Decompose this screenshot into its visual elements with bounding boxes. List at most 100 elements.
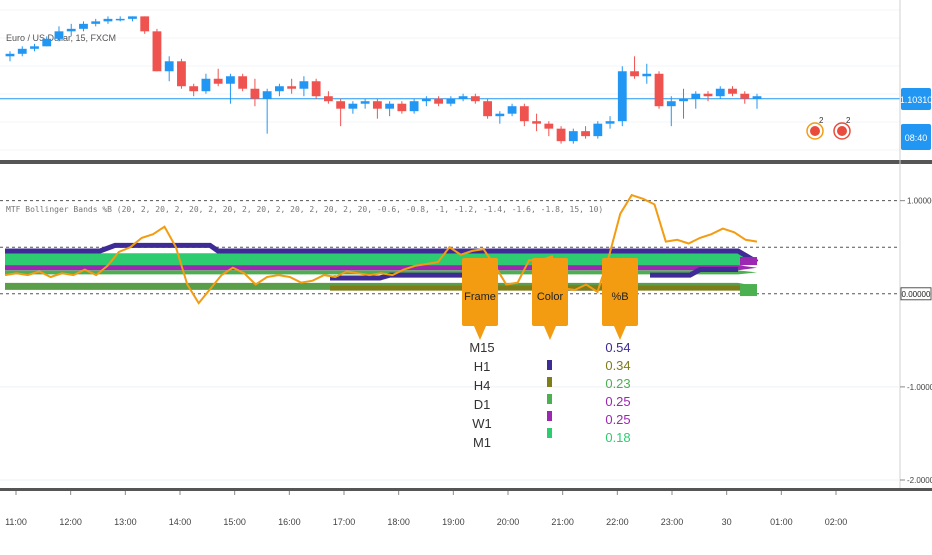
time-tick-label: 12:00 — [59, 517, 82, 527]
time-tick-label: 19:00 — [442, 517, 465, 527]
earnings-flag-icon[interactable]: 2 — [833, 116, 851, 140]
svg-text:Frame: Frame — [464, 291, 496, 303]
candle — [715, 86, 725, 99]
svg-text:2: 2 — [846, 116, 851, 125]
candle — [213, 68, 223, 87]
candle — [54, 26, 64, 42]
candle — [5, 51, 15, 62]
time-axis-divider — [0, 488, 932, 491]
candle — [483, 98, 492, 119]
percent-b-value: 0.25 — [605, 394, 630, 409]
color-swatch — [547, 428, 552, 438]
time-axis[interactable]: 11:00 12:00 13:00 14:00 15:00 16:00 17:00 18:00… — [5, 491, 847, 527]
candle — [421, 96, 431, 107]
candle — [115, 16, 125, 22]
time-tick-label: 16:00 — [278, 517, 301, 527]
timeframe-band — [5, 242, 759, 265]
candle — [91, 18, 101, 27]
candle — [568, 128, 578, 144]
indicator-tick-label: -2.00000 — [907, 476, 932, 485]
percent-b-value: 0.23 — [605, 376, 630, 391]
candle — [593, 121, 603, 139]
last-price-label: 1.10310 — [900, 95, 932, 105]
frame-label: M15 — [469, 340, 494, 355]
frame-label: W1 — [472, 416, 492, 431]
time-tick-label: 15:00 — [223, 517, 246, 527]
candle — [458, 93, 468, 102]
color-swatch — [547, 377, 552, 387]
time-tick-label: 11:00 — [5, 517, 27, 527]
candle — [679, 88, 688, 119]
time-tick-label: 23:00 — [661, 517, 684, 527]
candle — [189, 83, 199, 97]
candle — [30, 43, 39, 52]
color-swatch — [547, 411, 552, 421]
level-label: 0.00000 — [902, 290, 931, 299]
candle — [128, 16, 137, 22]
time-tick-label: 02:00 — [825, 517, 848, 527]
candle — [262, 88, 272, 134]
timeframe-band — [330, 272, 470, 281]
candle — [152, 28, 162, 72]
price-pane[interactable]: Euro / US Dollar, 15, FXCM 2 2 — [0, 9, 900, 151]
timeframe-band — [5, 253, 757, 268]
candle — [556, 126, 566, 144]
candle — [630, 56, 639, 79]
candle — [409, 98, 419, 114]
candle — [642, 63, 652, 84]
candle — [507, 103, 517, 117]
candle — [691, 91, 701, 109]
time-tick-label: 14:00 — [169, 517, 192, 527]
indicator-title: MTF Bollinger Bands %B (20, 2, 20, 2, 20… — [6, 205, 603, 214]
timeframe-band — [5, 265, 757, 271]
candle — [544, 121, 554, 137]
table-header: Color — [532, 258, 568, 340]
percent-b-line — [4, 193, 758, 305]
candle — [336, 98, 346, 127]
candle — [140, 16, 150, 34]
indicator-pane[interactable]: MTF Bollinger Bands %B (20, 2, 20, 2, 20… — [0, 193, 932, 485]
candle — [581, 126, 590, 139]
candle — [519, 103, 529, 127]
svg-text:%B: %B — [611, 291, 628, 303]
candle — [532, 113, 541, 132]
candle — [654, 71, 664, 109]
percent-b-value: 0.34 — [605, 358, 630, 373]
color-swatch — [547, 394, 552, 404]
timeframe-band — [740, 257, 757, 266]
candle — [470, 93, 480, 104]
candle — [42, 36, 52, 47]
candle — [238, 73, 248, 92]
candle — [605, 116, 615, 129]
candle — [752, 93, 762, 109]
pane-divider[interactable] — [0, 160, 932, 164]
candle — [275, 83, 284, 97]
time-tick-label: 01:00 — [770, 517, 793, 527]
earnings-flag-icon[interactable]: 2 — [806, 116, 824, 140]
percent-b-value: 0.18 — [605, 430, 630, 445]
candle — [17, 46, 27, 57]
candle — [164, 56, 174, 82]
countdown-badge — [901, 124, 931, 150]
candle — [103, 16, 113, 24]
time-tick-label: 30 — [722, 517, 732, 527]
candle — [434, 96, 444, 107]
candle — [348, 101, 358, 114]
timeframe-band — [740, 284, 757, 297]
candle — [226, 73, 235, 104]
price-axis[interactable]: 1.10310 08:40 — [900, 88, 932, 150]
time-tick-label: 18:00 — [387, 517, 410, 527]
time-tick-label: 13:00 — [114, 517, 137, 527]
candle — [311, 78, 321, 99]
last-price-badge — [901, 88, 931, 110]
candle — [666, 96, 676, 127]
candle — [287, 78, 297, 94]
indicator-tick-label: 1.00000 — [907, 197, 932, 206]
frame-label: H1 — [474, 359, 491, 374]
level-badge — [900, 287, 932, 301]
table-header: %B — [602, 258, 638, 340]
candle — [250, 78, 260, 107]
time-tick-label: 20:00 — [497, 517, 520, 527]
indicator-tick-label: -1.00000 — [907, 383, 932, 392]
